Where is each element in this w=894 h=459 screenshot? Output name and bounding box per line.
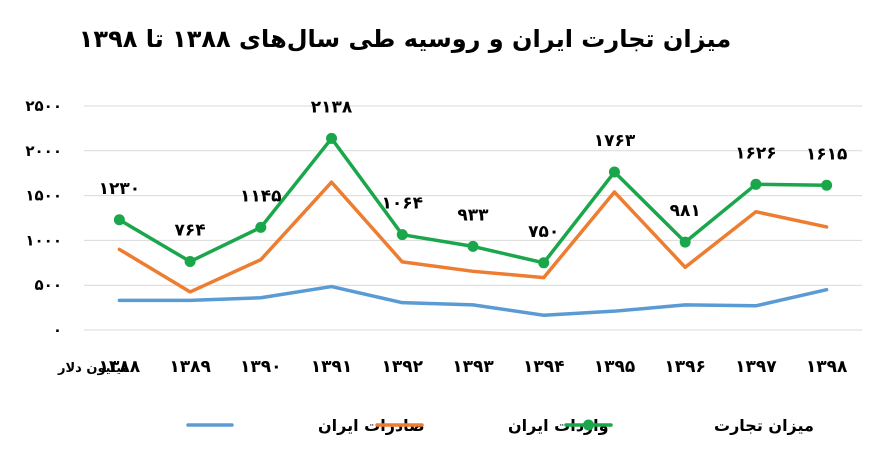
chart-title: میزان تجارت ایران و روسیه طی سال‌های ۱۳۸… xyxy=(79,25,731,53)
y-tick-label: ۱۰۰۰ xyxy=(25,231,62,249)
y-tick-label: ۱۵۰۰ xyxy=(25,187,62,205)
series-line xyxy=(117,180,829,294)
data-point xyxy=(184,256,196,268)
x-tick-label: ۱۳۹۵ xyxy=(594,357,636,377)
y-tick-label: ۲۵۰۰ xyxy=(25,97,62,115)
x-tick-label: ۱۳۹۴ xyxy=(523,357,565,377)
data-label: ۷۶۴ xyxy=(175,221,206,241)
data-point xyxy=(113,214,125,226)
x-tick-label: ۱۳۹۲ xyxy=(382,357,424,377)
data-point xyxy=(255,221,267,233)
data-point xyxy=(821,179,833,191)
data-labels: ۱۲۳۰ ۷۶۴ ۱۱۴۵ ۲۱۳۸ ۱۰۶۴ ۹۳۳ ۷۵۰ ۱۷۶۳ ۹۸۱ ۱۶۲۶ ۱۶۱۵ xyxy=(99,97,848,241)
y-tick-label: ۲۰۰۰ xyxy=(25,142,62,160)
x-tick-label: ۱۳۹۱ xyxy=(311,357,353,377)
data-label: ۷۵۰ xyxy=(528,222,559,242)
data-point xyxy=(679,236,691,248)
data-label: ۹۸۱ xyxy=(670,201,701,221)
legend-label: میزان تجارت xyxy=(714,416,814,435)
data-label: ۲۱۳۸ xyxy=(311,97,353,117)
x-tick-label: ۱۳۸۸ xyxy=(99,357,141,377)
data-label: ۱۶۱۵ xyxy=(806,144,848,164)
x-tick-label: ۱۳۹۸ xyxy=(806,357,848,377)
data-label: ۱۶۲۶ xyxy=(735,143,777,163)
x-tick-label: ۱۳۹۳ xyxy=(452,357,494,377)
data-label: ۱۰۶۴ xyxy=(382,194,424,214)
data-label: ۱۷۶۳ xyxy=(594,131,636,151)
x-tick-label: ۱۳۹۷ xyxy=(735,357,777,377)
y-axis-label: میلیون دلار xyxy=(57,361,130,376)
data-point xyxy=(467,240,479,252)
data-label: ۹۳۳ xyxy=(457,205,489,225)
data-point xyxy=(750,178,762,190)
x-tick-label: ۱۳۸۹ xyxy=(169,357,211,377)
legend-marker xyxy=(583,419,594,431)
legend-label: صادرات ایران xyxy=(318,416,425,435)
y-tick-label: ۰ xyxy=(53,321,62,339)
data-point xyxy=(538,257,550,269)
y-tick-label: ۵۰۰ xyxy=(35,276,62,294)
series-lines xyxy=(113,132,833,317)
series-line xyxy=(117,284,829,317)
data-point xyxy=(608,166,620,178)
data-label: ۱۲۳۰ xyxy=(99,179,141,199)
x-tick-label: ۱۳۹۶ xyxy=(664,357,706,377)
data-label: ۱۱۴۵ xyxy=(240,186,282,206)
gridlines xyxy=(84,105,862,331)
data-point xyxy=(396,229,408,241)
legend-label: واردات ایران xyxy=(508,416,609,435)
data-point xyxy=(326,132,338,144)
y-axis-ticks: ۰ ۵۰۰ ۱۰۰۰ ۱۵۰۰ ۲۰۰۰ ۲۵۰۰ xyxy=(25,97,62,339)
x-tick-label: ۱۳۹۰ xyxy=(240,357,282,377)
x-axis-ticks: ۱۳۸۸ ۱۳۸۹ ۱۳۹۰ ۱۳۹۱ ۱۳۹۲ ۱۳۹۳ ۱۳۹۴ ۱۳۹۵ ۱۳۹۶ ۱۳۹۷… xyxy=(99,357,848,377)
legend: صادرات ایران واردات ایران میزان تجارت xyxy=(186,416,814,435)
